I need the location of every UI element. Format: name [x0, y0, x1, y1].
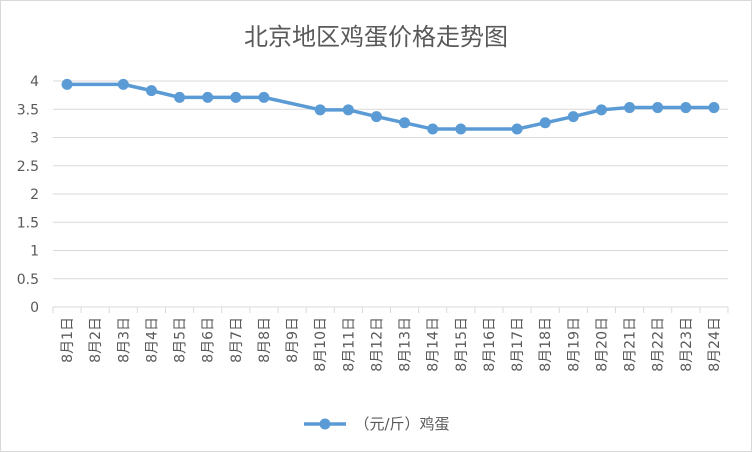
- x-tick-label: 8月9日: [285, 317, 301, 363]
- x-tick-label: 8月4日: [144, 317, 160, 363]
- data-point: [202, 91, 214, 103]
- y-tick-label: 2.5: [17, 159, 39, 175]
- x-tick-label: 8月11日: [341, 317, 357, 372]
- data-point: [567, 111, 579, 123]
- x-tick-label: 8月10日: [313, 317, 329, 372]
- data-point: [117, 78, 129, 90]
- y-tick-label: 0.5: [17, 272, 39, 288]
- legend-label: （元/斤）鸡蛋: [354, 415, 450, 433]
- x-tick-label: 8月24日: [707, 317, 723, 372]
- x-tick-label: 8月13日: [398, 317, 414, 372]
- data-point: [370, 111, 382, 123]
- data-point: [455, 123, 467, 135]
- x-tick-label: 8月15日: [454, 317, 470, 372]
- y-tick-label: 1.5: [17, 215, 39, 231]
- x-tick-label: 8月18日: [538, 317, 554, 372]
- data-point: [539, 117, 551, 129]
- data-point: [342, 104, 354, 116]
- legend: （元/斤）鸡蛋: [1, 413, 751, 434]
- x-tick-label: 8月22日: [651, 317, 667, 372]
- data-point: [145, 85, 157, 97]
- x-tick-label: 8月20日: [594, 317, 610, 372]
- data-point: [314, 104, 326, 116]
- data-point: [652, 102, 664, 114]
- data-point: [511, 123, 523, 135]
- data-point: [427, 123, 439, 135]
- x-tick-label: 8月19日: [566, 317, 582, 372]
- legend-marker-icon: [304, 418, 347, 429]
- y-tick-label: 0: [30, 300, 39, 316]
- x-tick-label: 8月3日: [116, 317, 132, 363]
- x-tick-label: 8月16日: [482, 317, 498, 372]
- x-tick-label: 8月7日: [229, 317, 245, 363]
- x-tick-label: 8月1日: [60, 317, 76, 363]
- data-point: [680, 102, 692, 114]
- y-tick-label: 3.5: [17, 102, 39, 118]
- data-point: [258, 91, 270, 103]
- x-tick-label: 8月21日: [623, 317, 639, 372]
- data-point: [624, 102, 636, 114]
- data-point: [230, 91, 242, 103]
- x-tick-label: 8月6日: [201, 317, 217, 363]
- data-point: [708, 102, 720, 114]
- y-tick-label: 3: [30, 131, 39, 147]
- data-point: [595, 104, 607, 116]
- chart-title: 北京地区鸡蛋价格走势图: [244, 23, 508, 51]
- x-tick-label: 8月14日: [426, 317, 442, 372]
- y-tick-label: 4: [30, 74, 39, 90]
- series-line: [67, 82, 714, 131]
- x-tick-label: 8月17日: [510, 317, 526, 372]
- data-point: [61, 78, 73, 90]
- y-tick-label: 2: [30, 187, 39, 203]
- x-tick-label: 8月2日: [88, 317, 104, 363]
- data-point: [174, 91, 186, 103]
- x-tick-label: 8月5日: [173, 317, 189, 363]
- x-tick-label: 8月8日: [257, 317, 273, 363]
- data-point: [399, 117, 411, 129]
- x-tick-label: 8月12日: [369, 317, 385, 372]
- y-tick-label: 1: [30, 244, 39, 260]
- x-tick-label: 8月23日: [679, 317, 695, 372]
